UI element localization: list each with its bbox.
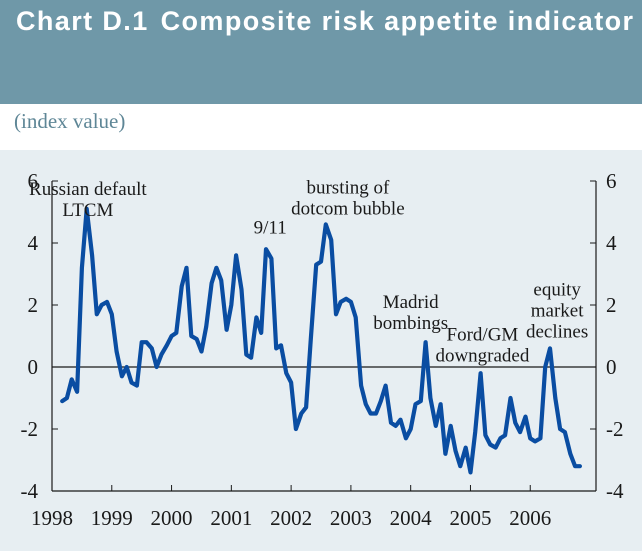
x-tick-label: 2004 — [390, 506, 433, 530]
plot-background — [0, 150, 642, 551]
y-tick-label-left: 6 — [28, 169, 39, 193]
annotation-line: Ford/GM — [447, 325, 519, 346]
chart-ticks: 6 4 2 0 -2 -4 6 4 2 0 -2 -4 1998 1999 2000 2001 2002 2003… — [21, 169, 624, 530]
annotation-line: declines — [526, 322, 588, 343]
annotation-line: bombings — [373, 313, 448, 334]
annotation-line: bursting of — [306, 177, 390, 198]
annotation-line: LTCM — [62, 200, 113, 221]
annotation-label: 9/11 — [254, 218, 287, 239]
y-tick-label-left: -4 — [21, 479, 39, 503]
x-tick-label: 1999 — [91, 506, 133, 530]
title-banner: Chart D.1 Composite risk appetite indicat… — [0, 0, 642, 104]
y-tick-label-left: -2 — [21, 417, 39, 441]
annotation-line: Russian default — [29, 179, 147, 200]
annotation-line: dotcom bubble — [291, 198, 404, 219]
annotation-line: 9/11 — [254, 218, 287, 239]
y-tick-label-right: -4 — [606, 479, 624, 503]
chart-title: Chart D.1 Composite risk appetite indicat… — [16, 6, 634, 37]
annotation-label: Madrid bombings — [373, 292, 448, 334]
annotation-label: equity market declines — [526, 280, 588, 343]
x-tick-label: 2002 — [270, 506, 312, 530]
y-tick-label-left: 2 — [28, 293, 39, 317]
chart-axes — [51, 181, 597, 492]
annotation-line: downgraded — [435, 346, 529, 367]
chart-title-text: Composite risk appetite indicator — [160, 6, 635, 36]
x-tick-label: 2006 — [509, 506, 551, 530]
chart-series — [60, 206, 583, 475]
y-tick-label-right: 6 — [606, 169, 617, 193]
y-axis-unit-label: (index value) — [14, 109, 126, 133]
chart-number: Chart D.1 — [16, 6, 149, 36]
y-tick-label-right: 4 — [606, 231, 617, 255]
x-tick-label: 2000 — [151, 506, 193, 530]
y-tick-label-left: 4 — [28, 231, 39, 255]
y-tick-label-right: -2 — [606, 417, 624, 441]
annotation-line: market — [531, 301, 584, 322]
x-tick-label: 2003 — [330, 506, 372, 530]
annotation-label: bursting of dotcom bubble — [291, 177, 404, 219]
annotation-label: Russian default LTCM — [29, 179, 147, 221]
annotation-label: Ford/GM downgraded — [435, 325, 529, 367]
annotation-line: Madrid — [383, 292, 439, 313]
y-tick-label-right: 0 — [606, 355, 617, 379]
y-tick-label-left: 0 — [28, 355, 39, 379]
x-tick-label: 2001 — [210, 506, 252, 530]
x-tick-label: 1998 — [31, 506, 73, 530]
annotation-line: equity — [533, 280, 581, 301]
y-tick-label-right: 2 — [606, 293, 617, 317]
x-tick-label: 2005 — [449, 506, 491, 530]
